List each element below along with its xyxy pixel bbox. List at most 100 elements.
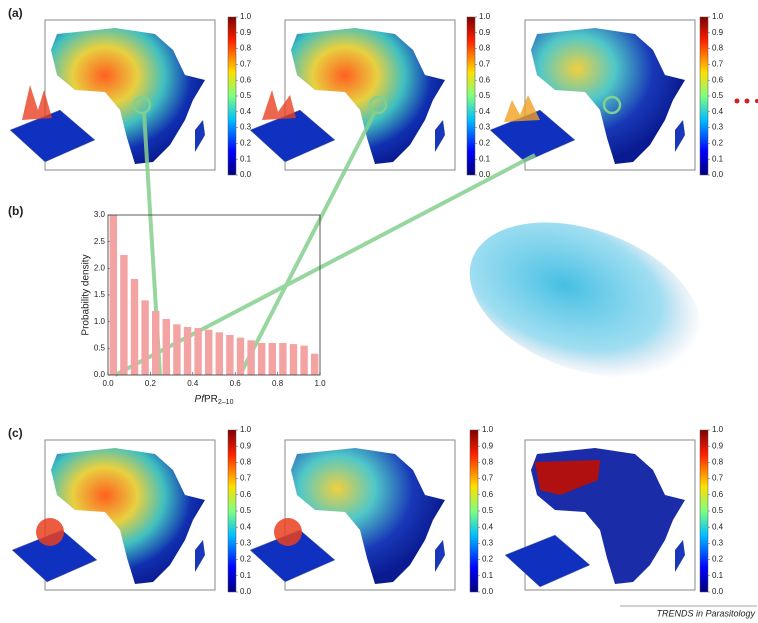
colorbar-label: 0.3 <box>482 539 494 548</box>
colorbar-label: 0.6 <box>240 490 252 499</box>
colorbar-label: 0.5 <box>712 91 724 100</box>
colorbar-label: 0.4 <box>479 107 491 116</box>
colorbar <box>228 17 236 175</box>
y-tick-label: 2.5 <box>94 237 106 246</box>
colorbar-label: 0.8 <box>712 44 724 53</box>
colorbar <box>700 430 708 592</box>
y-tick-label: 3.0 <box>94 210 106 219</box>
colorbar-label: 0.7 <box>712 60 724 69</box>
bar <box>184 327 191 375</box>
colorbar-label: 0.5 <box>482 506 494 515</box>
bar <box>247 340 254 375</box>
colorbar-label: 0.4 <box>240 107 252 116</box>
colorbar-label: 0.4 <box>482 522 494 531</box>
colorbar-label: 0.6 <box>712 490 724 499</box>
colorbar-label: 0.0 <box>482 587 494 596</box>
colorbar-label: 0.4 <box>712 522 724 531</box>
colorbar-label: 0.2 <box>240 139 252 148</box>
figure: (a) (b) (c) TRENDS in Parasitology 0.00.… <box>0 0 758 623</box>
bar <box>226 335 233 375</box>
bar <box>141 300 148 375</box>
y-tick-label: 0.0 <box>94 370 106 379</box>
x-axis-label-part: 2–10 <box>218 399 234 406</box>
colorbar-label: 0.3 <box>240 539 252 548</box>
colorbar-label: 0.7 <box>240 474 252 483</box>
x-tick-label: 0.6 <box>230 379 242 388</box>
x-tick-label: 0.4 <box>187 379 199 388</box>
surface-inset <box>505 535 590 587</box>
colorbar-label: 0.5 <box>479 91 491 100</box>
bar <box>173 324 180 375</box>
colorbar-label: 0.9 <box>712 441 724 450</box>
colorbar-label: 0.3 <box>479 123 491 132</box>
colorbar-label: 0.3 <box>240 123 252 132</box>
colorbar-label: 0.9 <box>482 441 494 450</box>
panel-label: (b) <box>8 204 23 218</box>
colorbar-label: 0.9 <box>240 28 252 37</box>
colorbar-label: 0.6 <box>240 75 252 84</box>
panel-label: (a) <box>8 6 23 20</box>
colorbar-label: 0.4 <box>712 107 724 116</box>
bar <box>152 311 159 375</box>
colorbar-label: 0.5 <box>240 91 252 100</box>
colorbar-label: 1.0 <box>482 425 494 434</box>
bar <box>300 346 307 375</box>
colorbar-label: 1.0 <box>712 425 724 434</box>
colorbar-label: 0.6 <box>482 490 494 499</box>
colorbar-label: 0.3 <box>712 539 724 548</box>
bar <box>290 344 297 375</box>
colorbar-label: 0.8 <box>712 458 724 467</box>
bar <box>205 330 212 375</box>
volume-render <box>448 193 721 407</box>
surface-peak <box>274 518 302 546</box>
x-axis-label: PfPR2–10 <box>195 394 234 407</box>
colorbar-label: 0.9 <box>712 28 724 37</box>
y-tick-label: 1.0 <box>94 317 106 326</box>
y-axis-label: Probability density <box>81 254 92 335</box>
colorbar-label: 0.7 <box>240 60 252 69</box>
bar <box>131 279 138 375</box>
colorbar-label: 0.6 <box>712 75 724 84</box>
colorbar-label: 0.1 <box>482 571 494 580</box>
colorbar-label: 0.0 <box>240 587 252 596</box>
dot <box>735 99 740 104</box>
colorbar-label: 0.8 <box>479 44 491 53</box>
colorbar-label: 0.2 <box>479 139 491 148</box>
colorbar-label: 0.2 <box>712 555 724 564</box>
bar <box>110 215 117 375</box>
panel-c <box>12 440 695 590</box>
dot <box>745 99 750 104</box>
y-tick-label: 2.0 <box>94 263 106 272</box>
panel-a <box>10 20 758 170</box>
colorbar-label: 0.1 <box>712 571 724 580</box>
y-tick-label: 1.5 <box>94 290 106 299</box>
colorbar-label: 0.1 <box>712 154 724 163</box>
colorbar-label: 0.3 <box>712 123 724 132</box>
colorbar-label: 0.8 <box>482 458 494 467</box>
bar <box>163 319 170 375</box>
surface-peak <box>504 95 540 122</box>
colorbar-label: 0.2 <box>482 555 494 564</box>
x-tick-label: 0.8 <box>272 379 284 388</box>
colorbar-label: 0.0 <box>712 587 724 596</box>
colorbar-label: 0.1 <box>479 154 491 163</box>
colorbar <box>228 430 236 592</box>
colorbar-label: 0.8 <box>240 458 252 467</box>
surface-peak <box>262 90 296 120</box>
bar <box>237 338 244 375</box>
bar <box>311 354 318 375</box>
bar <box>216 332 223 375</box>
bar <box>194 328 201 375</box>
colorbar-label: 0.6 <box>479 75 491 84</box>
colorbar-label: 0.7 <box>479 60 491 69</box>
colorbar-label: 0.9 <box>479 28 491 37</box>
footer: TRENDS in Parasitology <box>656 608 755 618</box>
colorbar <box>700 17 708 175</box>
colorbar-label: 1.0 <box>240 12 252 21</box>
surface-peak <box>22 85 52 120</box>
bar <box>269 343 276 375</box>
colorbar-label: 1.0 <box>712 12 724 21</box>
colorbar-label: 1.0 <box>479 12 491 21</box>
colorbar-label: 1.0 <box>240 425 252 434</box>
x-tick-label: 0.2 <box>145 379 157 388</box>
